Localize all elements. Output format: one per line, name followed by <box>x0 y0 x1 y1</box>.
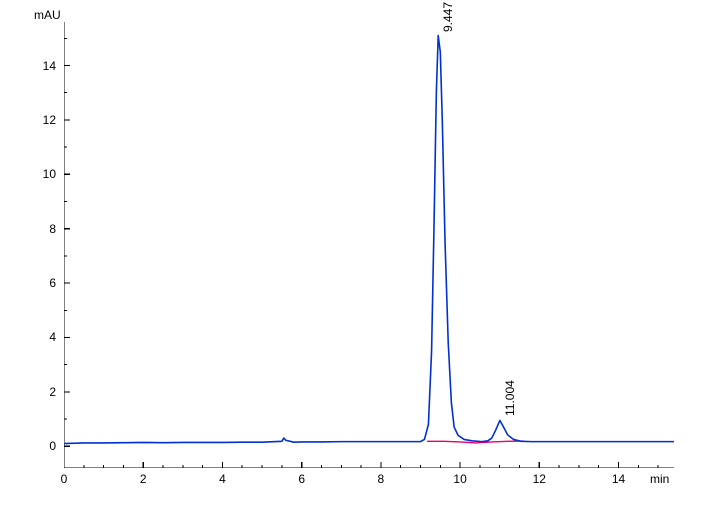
y-tick-label: 6 <box>49 276 56 290</box>
series-signal <box>64 36 674 444</box>
x-tick-label: 2 <box>140 472 147 486</box>
y-tick-label: 14 <box>43 59 56 73</box>
chromatogram-figure: mAU min 0 2 4 6 8 10 12 14 0 2 4 6 8 10 12 14 9.447 11.00… <box>0 0 720 528</box>
x-tick-label: 0 <box>61 472 68 486</box>
plot-svg <box>64 22 674 468</box>
peak-label: 11.004 <box>503 381 517 417</box>
x-tick-label: 12 <box>533 472 546 486</box>
x-tick-label: 8 <box>378 472 385 486</box>
y-tick-label: 10 <box>43 167 56 181</box>
x-axis-label: min <box>650 472 669 486</box>
x-tick-label: 10 <box>453 472 466 486</box>
y-tick-label: 4 <box>49 330 56 344</box>
x-tick-label: 4 <box>219 472 226 486</box>
y-tick-label: 12 <box>43 113 56 127</box>
plot-area <box>64 22 674 468</box>
x-tick-label: 14 <box>612 472 625 486</box>
y-tick-label: 8 <box>49 222 56 236</box>
y-tick-label: 0 <box>49 439 56 453</box>
y-tick-label: 2 <box>49 385 56 399</box>
peak-label: 9.447 <box>441 2 455 32</box>
x-tick-label: 6 <box>298 472 305 486</box>
y-axis-label: mAU <box>34 8 61 22</box>
